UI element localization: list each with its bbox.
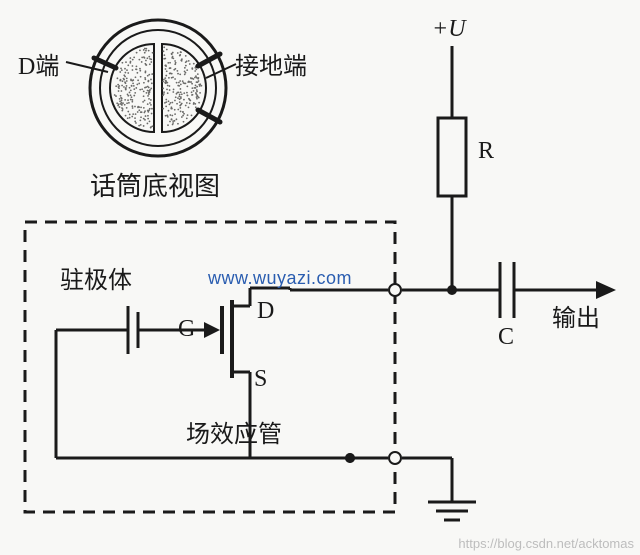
corner-watermark: https://blog.csdn.net/acktomas: [458, 536, 634, 551]
label-fet: 场效应管: [186, 414, 282, 449]
label-R: R: [478, 138, 494, 165]
label-S: S: [254, 366, 267, 393]
watermark: www.wuyazi.com: [208, 268, 352, 289]
label-output: 输出: [552, 298, 600, 333]
label-C: C: [498, 324, 514, 351]
label-mic-bottom-view: 话筒底视图: [90, 166, 220, 203]
label-d-terminal: D端: [18, 46, 59, 81]
label-D: D: [257, 298, 274, 325]
label-supply: +U: [432, 16, 466, 43]
label-ground-terminal: 接地端: [235, 46, 307, 81]
label-G: G: [178, 316, 195, 343]
label-electret: 驻极体: [60, 260, 132, 295]
